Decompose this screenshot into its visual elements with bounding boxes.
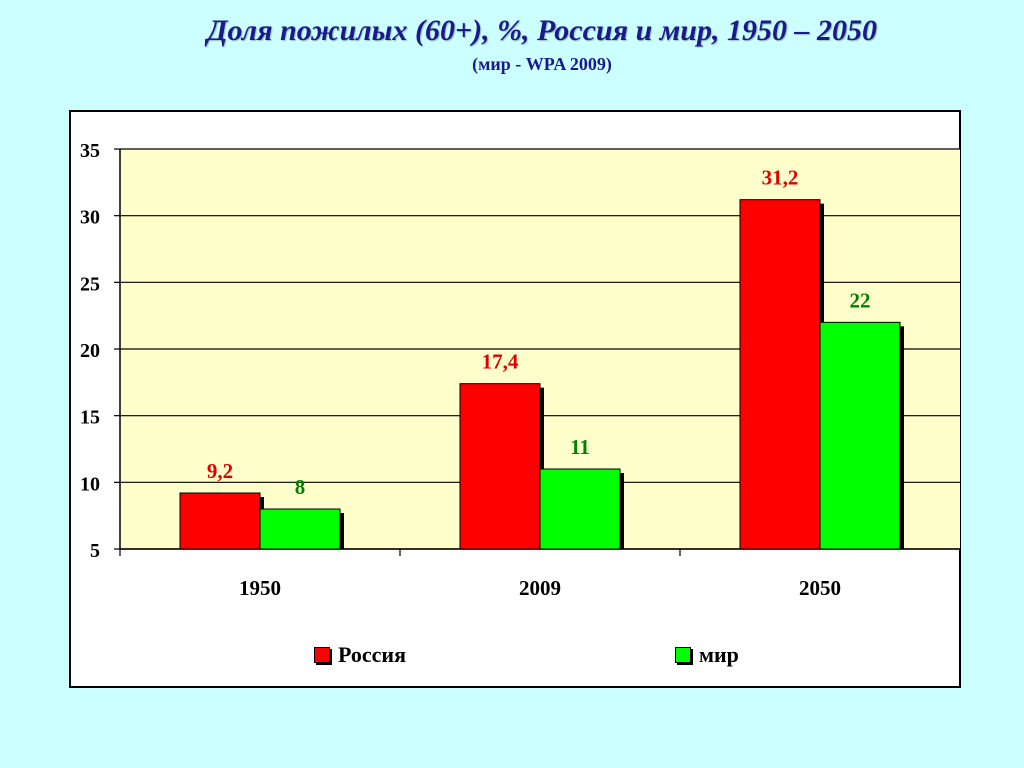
chart-subtitle: (мир - WPA 2009) [472,54,612,74]
data-label: 31,2 [762,166,799,190]
y-tick-label: 35 [80,140,100,162]
chart-title: Доля пожилых (60+), %, Россия и мир, 195… [207,14,877,47]
legend-item-russia: Россия [314,642,406,667]
bar [819,321,901,550]
x-tick-label: 1950 [239,576,281,600]
legend-swatch-russia [314,647,330,663]
legend-label-world: мир [699,642,739,667]
x-tick-label: 2050 [799,576,841,600]
bar [179,492,261,550]
y-tick-label: 15 [80,407,100,429]
data-label: 8 [295,475,306,499]
data-label: 9,2 [207,459,233,483]
bar [739,199,821,550]
y-tick-label: 30 [80,207,100,229]
data-label: 17,4 [482,350,519,374]
legend-swatch-world [675,647,691,663]
x-tick-label: 2009 [519,576,561,600]
y-tick-label: 5 [90,540,100,562]
legend-item-world: мир [675,642,739,667]
y-tick-label: 25 [80,273,100,295]
data-label: 22 [850,288,871,312]
y-tick-label: 10 [80,473,100,495]
bar [259,508,341,550]
bar [459,383,541,550]
y-tick-label: 20 [80,340,100,362]
bar [539,468,621,550]
legend-label-russia: Россия [338,642,406,667]
data-label: 11 [570,435,590,459]
